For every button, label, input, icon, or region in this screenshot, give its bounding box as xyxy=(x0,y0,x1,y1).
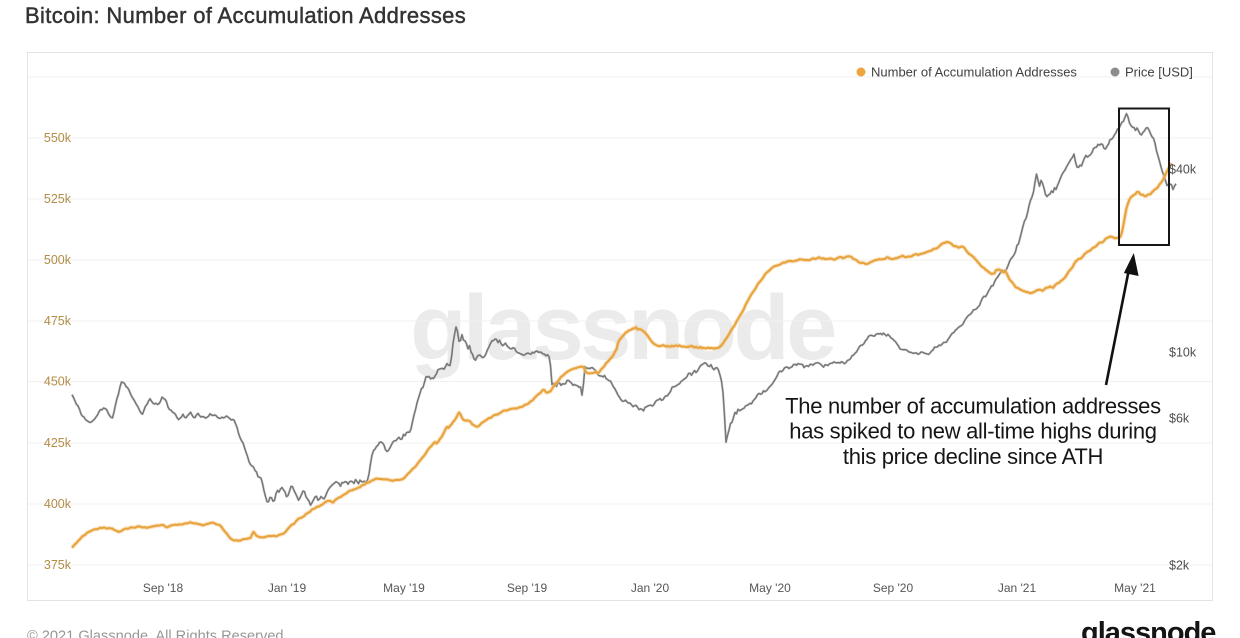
svg-text:Bitcoin: Number of Accumulatio: Bitcoin: Number of Accumulation Addresse… xyxy=(25,3,466,28)
svg-text:Number of Accumulation Address: Number of Accumulation Addresses xyxy=(871,65,1077,80)
svg-text:has spiked to new all-time hig: has spiked to new all-time highs during xyxy=(789,419,1156,444)
svg-text:450k: 450k xyxy=(44,375,72,389)
svg-text:Jan '20: Jan '20 xyxy=(631,581,670,595)
svg-text:550k: 550k xyxy=(44,131,72,145)
svg-text:May '21: May '21 xyxy=(1114,581,1156,595)
svg-text:$2k: $2k xyxy=(1169,559,1190,573)
svg-text:400k: 400k xyxy=(44,497,72,511)
svg-text:© 2021 Glassnode. All Rights R: © 2021 Glassnode. All Rights Reserved. xyxy=(27,629,288,638)
svg-text:Price [USD]: Price [USD] xyxy=(1125,65,1193,80)
svg-text:$10k: $10k xyxy=(1169,346,1197,360)
svg-text:May '19: May '19 xyxy=(383,581,425,595)
svg-text:glassnode: glassnode xyxy=(410,277,835,379)
svg-text:The number of accumulation add: The number of accumulation addresses xyxy=(785,394,1161,419)
svg-text:Jan '19: Jan '19 xyxy=(268,581,307,595)
svg-text:glassnode: glassnode xyxy=(1081,617,1216,638)
svg-text:375k: 375k xyxy=(44,558,72,572)
svg-text:425k: 425k xyxy=(44,436,72,450)
svg-text:525k: 525k xyxy=(44,192,72,206)
svg-text:Sep '20: Sep '20 xyxy=(873,581,914,595)
svg-text:500k: 500k xyxy=(44,253,72,267)
svg-text:475k: 475k xyxy=(44,314,72,328)
svg-text:$6k: $6k xyxy=(1169,412,1190,426)
svg-text:this price decline since ATH: this price decline since ATH xyxy=(843,444,1103,469)
svg-text:May '20: May '20 xyxy=(749,581,791,595)
svg-text:Sep '19: Sep '19 xyxy=(507,581,548,595)
svg-text:$40k: $40k xyxy=(1169,163,1197,177)
svg-text:Jan '21: Jan '21 xyxy=(998,581,1037,595)
svg-text:Sep '18: Sep '18 xyxy=(143,581,184,595)
